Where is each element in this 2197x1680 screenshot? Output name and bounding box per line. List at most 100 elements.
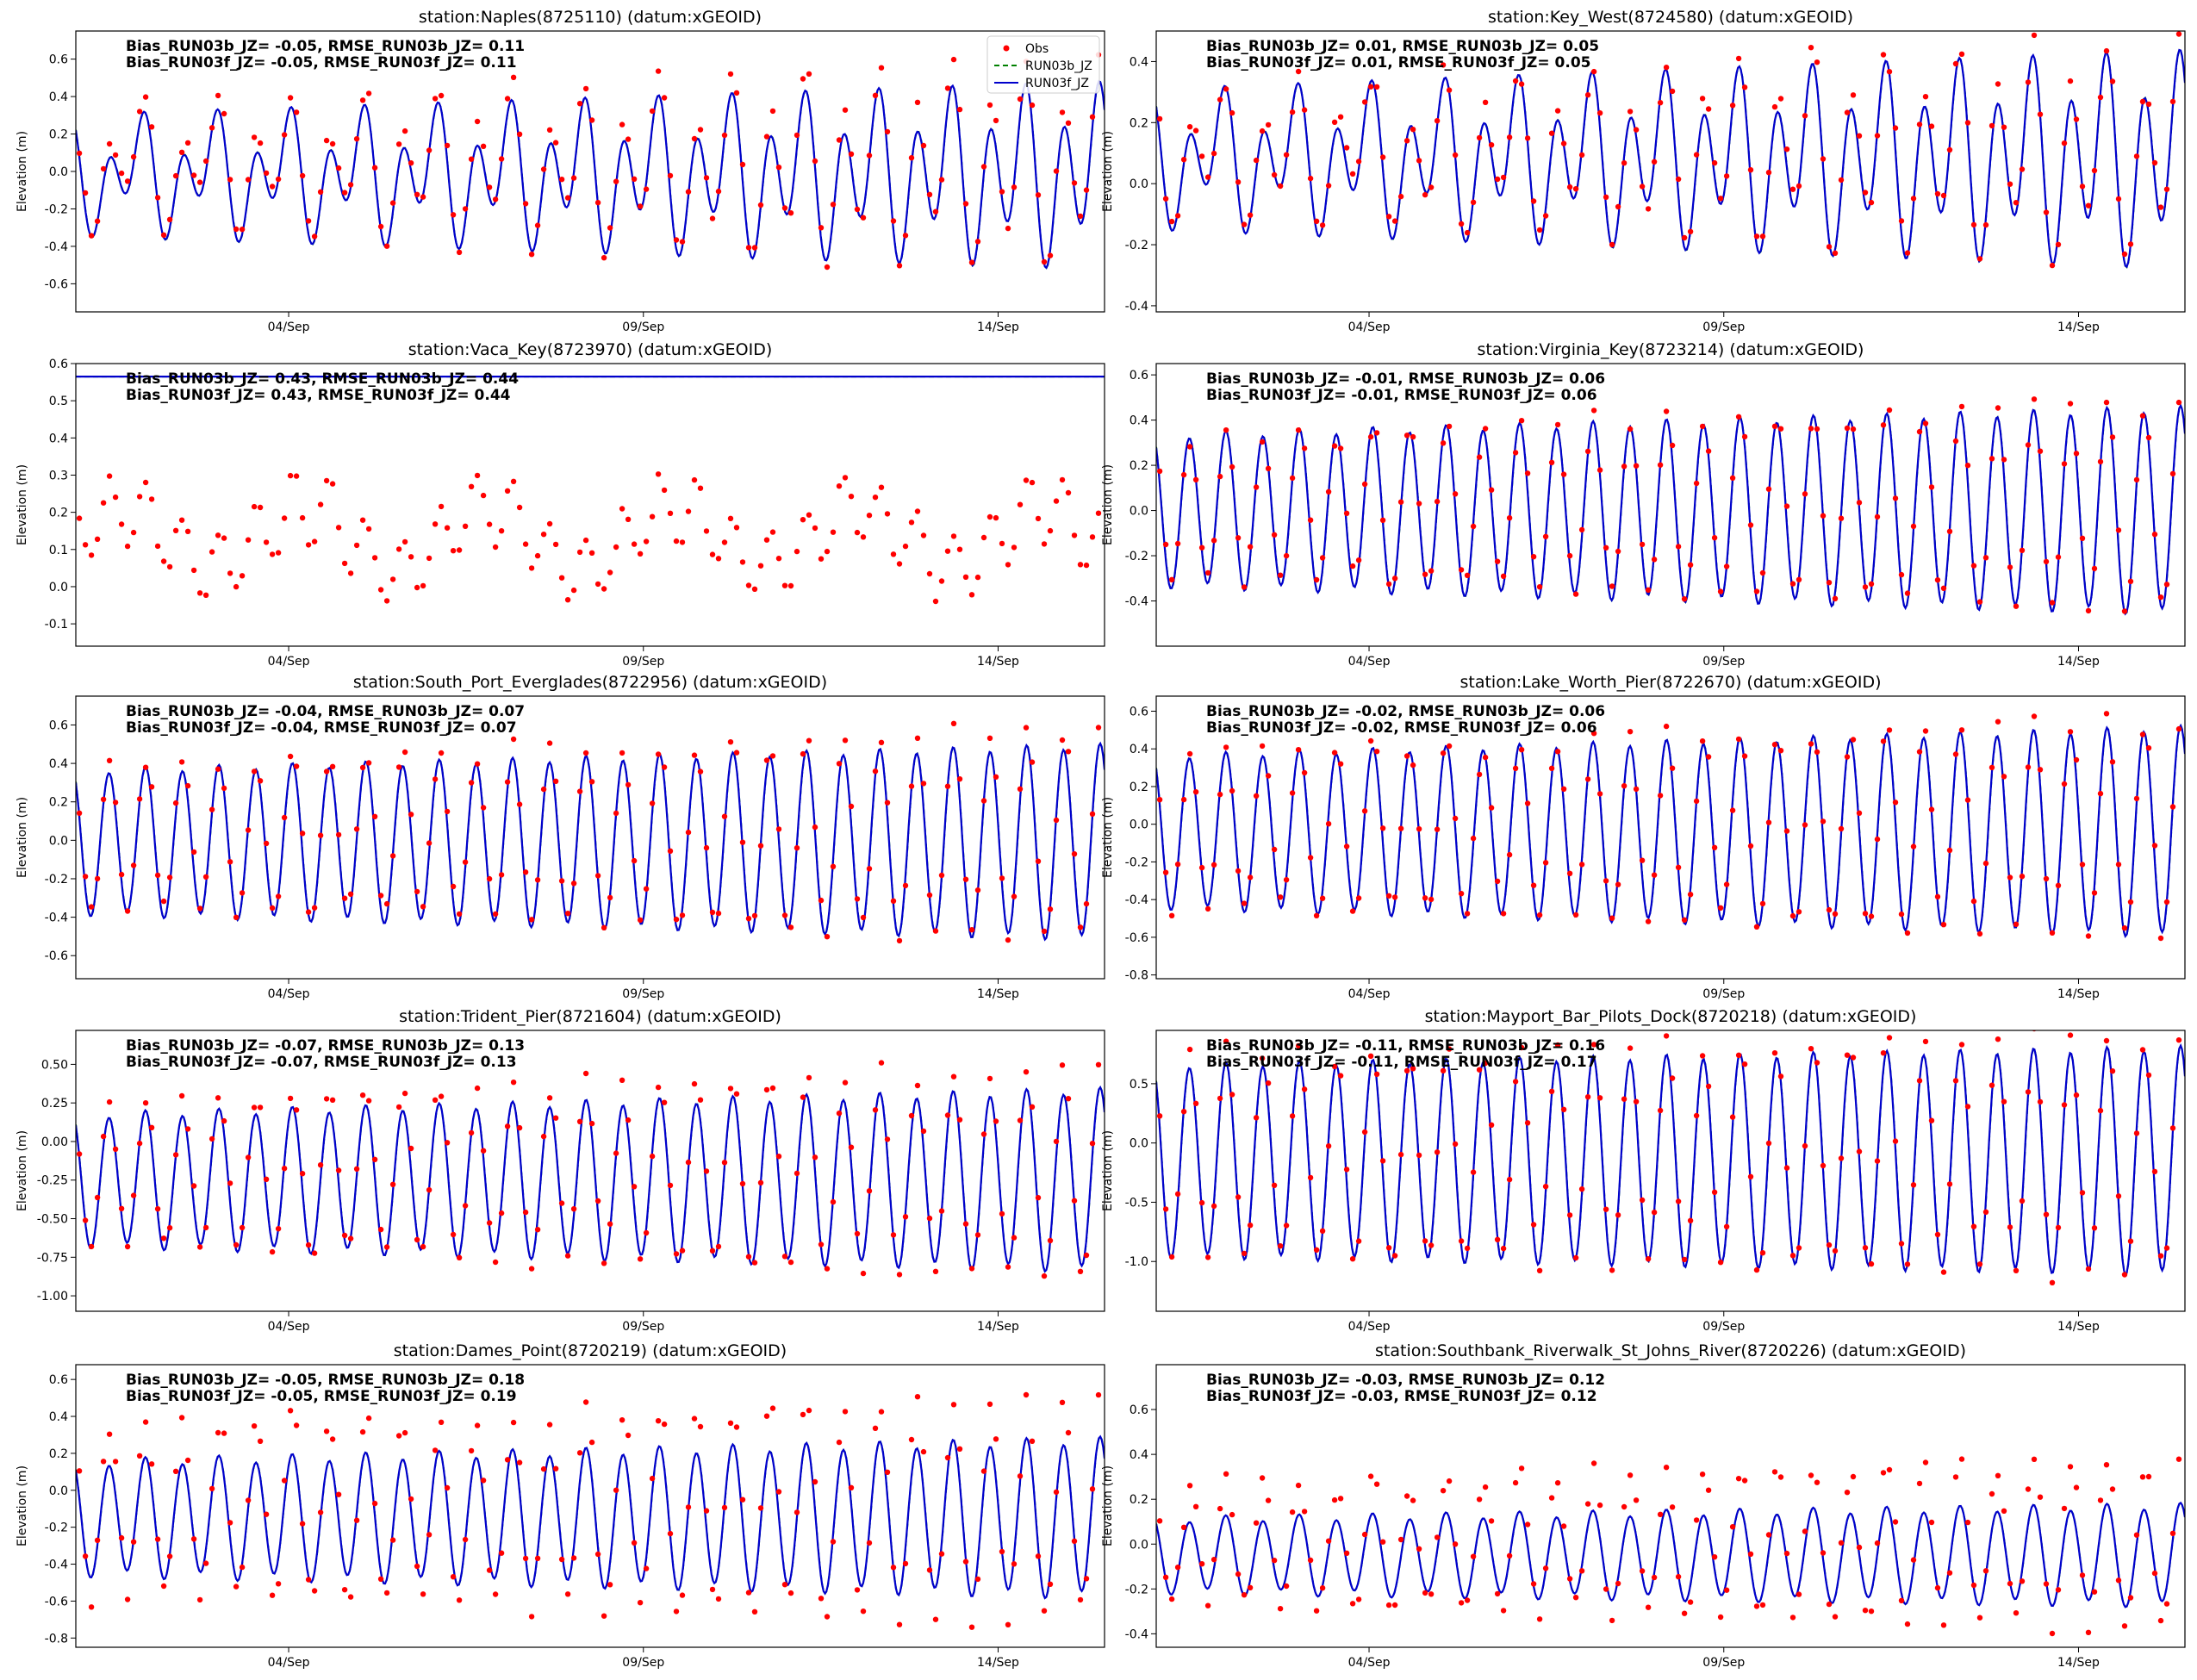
obs-point (1989, 1082, 1995, 1088)
obs-point (1627, 1045, 1634, 1051)
y-tick-label: 0.0 (1130, 505, 1148, 519)
obs-point (1621, 783, 1628, 789)
obs-point (1089, 534, 1096, 540)
obs-point (208, 1485, 215, 1492)
x-tick-label: 14/Sep (2057, 320, 2100, 334)
obs-point (1916, 749, 1923, 755)
obs-point (2151, 1168, 2158, 1175)
obs-point (1639, 857, 1646, 863)
subplot-1: station:Naples(8725110) (datum:xGEOID)El… (16, 8, 1105, 334)
obs-point (745, 245, 752, 251)
obs-point (1349, 1601, 1356, 1607)
obs-point (293, 473, 300, 479)
obs-point (1223, 1038, 1229, 1044)
y-tick-label: -0.8 (45, 1632, 68, 1646)
obs-point (1765, 1532, 1772, 1538)
obs-point (305, 218, 312, 224)
obs-point (1940, 1622, 1947, 1628)
obs-point (1416, 158, 1422, 164)
obs-point (1645, 1256, 1652, 1262)
obs-point (938, 872, 945, 879)
obs-point (1826, 1601, 1833, 1608)
obs-point (480, 143, 487, 149)
obs-point (468, 1447, 475, 1454)
obs-point (1235, 868, 1242, 874)
obs-point (1059, 109, 1066, 115)
obs-point (685, 508, 692, 514)
obs-point (956, 106, 963, 113)
obs-point (1319, 222, 1326, 228)
obs-point (715, 910, 722, 917)
obs-point (2145, 101, 2152, 108)
obs-point (908, 783, 915, 789)
obs-point (2049, 262, 2056, 269)
y-tick-label: 0.6 (1130, 369, 1148, 383)
obs-point (655, 471, 662, 477)
obs-point (468, 1129, 475, 1136)
obs-point (1235, 1571, 1242, 1577)
obs-point (1832, 250, 1839, 256)
obs-point (1253, 1520, 1260, 1526)
obs-point (1223, 744, 1229, 750)
obs-point (1313, 576, 1320, 583)
obs-point (1735, 414, 1742, 420)
obs-point (607, 894, 613, 901)
obs-point (1518, 1465, 1525, 1472)
obs-point (2169, 1530, 2176, 1537)
obs-point (848, 1484, 855, 1491)
obs-point (890, 551, 897, 557)
obs-point (516, 131, 523, 137)
obs-point (1711, 1554, 1718, 1560)
axes-frame (1155, 695, 2186, 980)
obs-point (1247, 212, 1254, 218)
obs-point (2007, 181, 2013, 187)
obs-point (233, 583, 240, 590)
obs-point (715, 556, 722, 562)
obs-point (245, 537, 252, 543)
obs-point (1584, 1501, 1591, 1507)
obs-point (1802, 113, 1808, 119)
obs-point (1693, 1517, 1700, 1523)
axes-frame (75, 695, 1105, 980)
obs-point (2127, 578, 2134, 584)
stats-text: Bias_RUN03f_JZ= 0.43, RMSE_RUN03f_JZ= 0.… (126, 387, 511, 404)
obs-point (1663, 723, 1670, 730)
obs-point (233, 914, 240, 921)
obs-point (1253, 1115, 1260, 1121)
obs-point (287, 472, 294, 479)
obs-point (1319, 555, 1326, 561)
obs-point (528, 565, 535, 571)
obs-point (456, 1254, 463, 1261)
obs-point (1910, 1557, 1917, 1563)
obs-point (1747, 522, 1754, 528)
obs-point (1892, 495, 1899, 501)
obs-point (2049, 1279, 2056, 1286)
obs-point (1621, 464, 1628, 470)
obs-point (1476, 134, 1483, 141)
obs-point (1198, 1199, 1205, 1206)
obs-point (1379, 517, 1386, 523)
obs-point (1283, 552, 1290, 559)
obs-point (1156, 1518, 1163, 1524)
obs-point (631, 1184, 638, 1190)
obs-point (124, 908, 131, 914)
subplot-3: station:Vaca_Key(8723970) (datum:xGEOID)… (16, 340, 1105, 669)
obs-point (1047, 906, 1054, 912)
obs-point (1928, 123, 1935, 129)
y-tick-label: 0.4 (49, 1410, 68, 1424)
obs-point (178, 149, 185, 155)
obs-point (570, 880, 577, 887)
obs-point (775, 556, 782, 562)
obs-point (1452, 1141, 1459, 1148)
obs-point (1747, 1551, 1754, 1558)
obs-point (806, 71, 812, 78)
obs-point (347, 1235, 354, 1241)
obs-point (136, 494, 143, 500)
obs-point (1053, 498, 1060, 504)
obs-point (739, 839, 746, 845)
obs-point (974, 1576, 981, 1583)
obs-point (1077, 1268, 1084, 1275)
obs-point (1313, 1247, 1320, 1254)
obs-point (1059, 1062, 1066, 1068)
